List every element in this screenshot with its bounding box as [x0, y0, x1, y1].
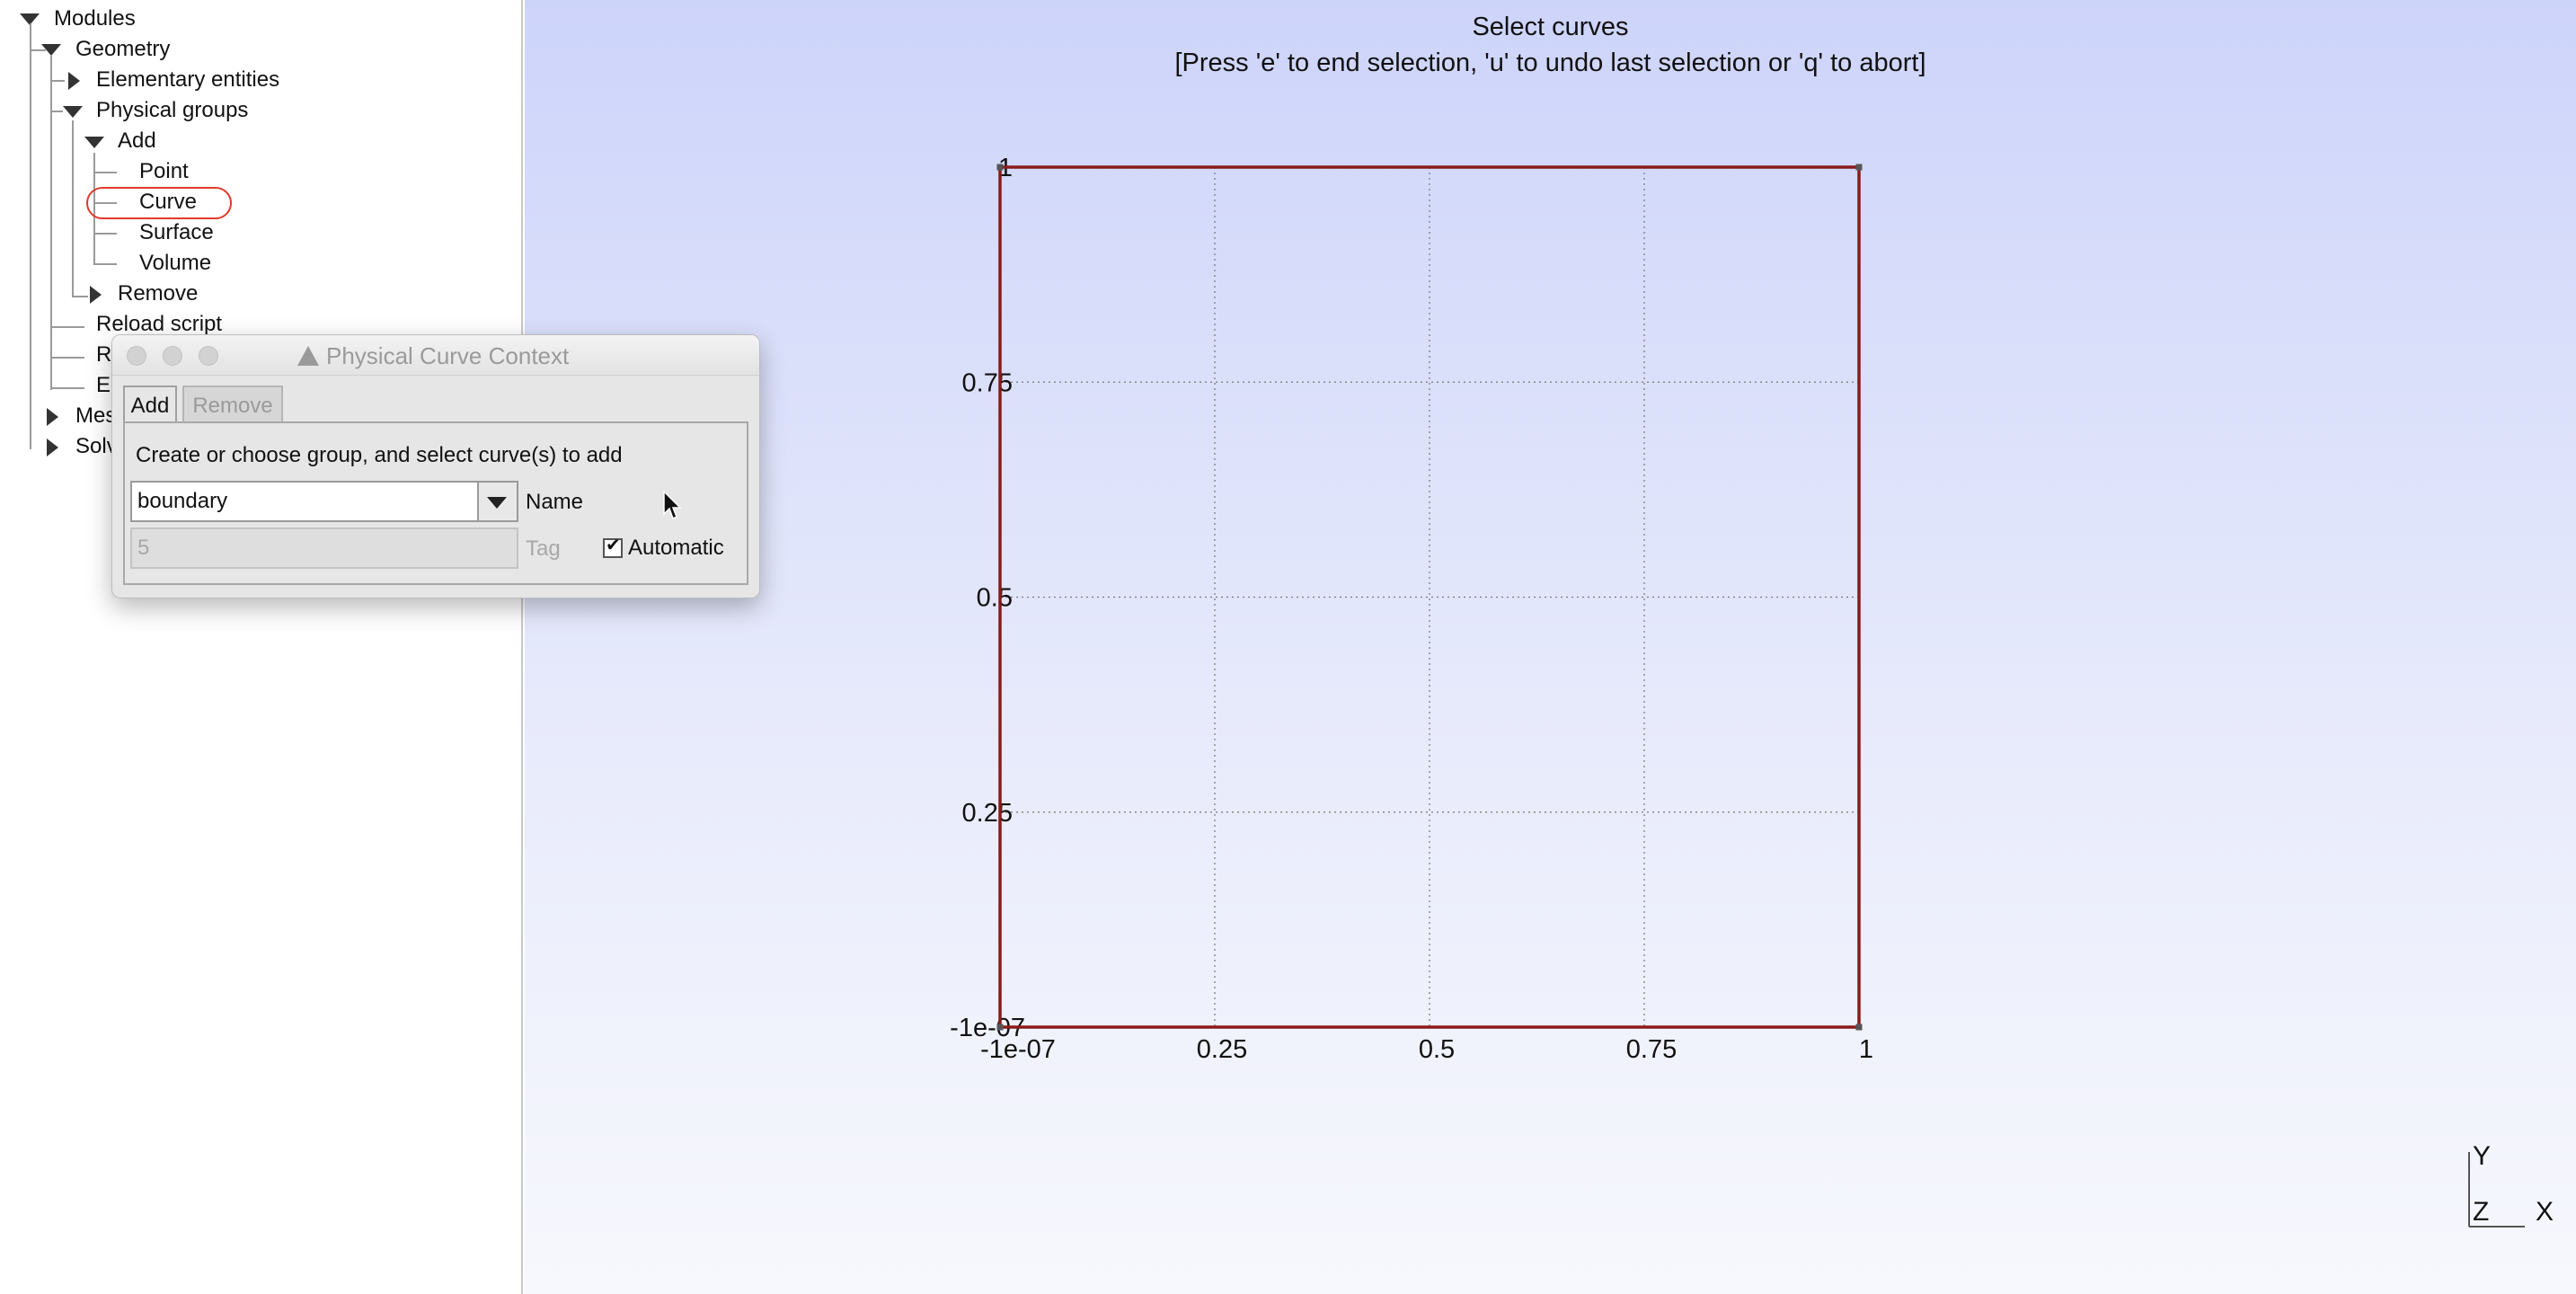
- tree-guide-line: [50, 80, 65, 82]
- tree-guide-line: [50, 357, 84, 359]
- dialog-titlebar[interactable]: Physical Curve Context: [112, 335, 759, 376]
- tree-item-hidden-e[interactable]: E: [96, 373, 111, 397]
- geometry-point: [1855, 1024, 1863, 1031]
- x-tick-label: 0.5: [1419, 1035, 1455, 1064]
- tree-item-point[interactable]: Point: [139, 159, 189, 183]
- x-tick-label: 0.25: [1197, 1035, 1247, 1064]
- tree-item-hidden-r[interactable]: R: [96, 342, 112, 367]
- selection-title: Select curves: [1472, 13, 1629, 41]
- y-tick-label: 0.5: [977, 584, 1013, 613]
- expand-elementary-entities-icon[interactable]: [68, 72, 80, 90]
- chevron-down-icon: [487, 497, 507, 509]
- zoom-window-button[interactable]: [199, 346, 218, 366]
- expand-solver-icon[interactable]: [47, 439, 58, 456]
- tree-guide-line: [50, 111, 63, 112]
- selection-instructions: [Press 'e' to end selection, 'u' to undo…: [1174, 49, 1926, 77]
- tree-guide-line: [93, 233, 117, 235]
- y-tick-label: 0.75: [962, 368, 1013, 397]
- tab-remove[interactable]: Remove: [182, 386, 283, 423]
- tab-add[interactable]: Add: [123, 386, 177, 423]
- tree-item-solver[interactable]: Solv: [75, 434, 118, 458]
- x-tick-label: 0.75: [1626, 1035, 1677, 1064]
- plot-svg[interactable]: -1e-070.250.50.75110.750.50.25-1e-07: [525, 0, 2576, 1294]
- dialog-title: Physical Curve Context: [326, 342, 570, 369]
- close-window-button[interactable]: [127, 346, 146, 366]
- tree-item-geometry[interactable]: Geometry: [75, 37, 171, 61]
- tree-guide-line: [72, 296, 88, 297]
- tree-item-remove[interactable]: Remove: [118, 281, 199, 306]
- tree-item-modules[interactable]: Modules: [54, 6, 136, 31]
- dropdown-button[interactable]: [477, 483, 517, 520]
- tree-item-volume[interactable]: Volume: [139, 251, 212, 275]
- tree-item-reload-script[interactable]: Reload script: [96, 312, 223, 336]
- axes-gizmo: [2468, 1152, 2525, 1228]
- physical-curve-context-dialog[interactable]: Physical Curve Context Add Remove Create…: [111, 334, 760, 598]
- tree-guide-line: [30, 49, 46, 51]
- gizmo-z-label: Z: [2473, 1197, 2490, 1227]
- name-label: Name: [526, 490, 584, 514]
- tree-guide-line: [93, 202, 117, 204]
- tree-guide-line: [50, 326, 84, 328]
- group-name-combobox[interactable]: boundary: [130, 481, 518, 522]
- expand-remove-icon[interactable]: [90, 286, 102, 304]
- tree-item-surface[interactable]: Surface: [139, 220, 214, 244]
- tree-guide-line: [93, 172, 117, 173]
- expand-add-icon[interactable]: [84, 137, 104, 148]
- instruction-text: Create or choose group, and select curve…: [136, 443, 623, 467]
- group-name-value[interactable]: boundary: [137, 489, 228, 513]
- checkmark-icon: ✔: [606, 536, 621, 555]
- tree-guide-line: [72, 120, 74, 297]
- tree-item-mesh[interactable]: Mes: [75, 403, 117, 428]
- tree-guide-line: [93, 263, 117, 265]
- x-tick-label: 1: [1859, 1035, 1873, 1064]
- module-tree: Modules Geometry Elementary entities Phy…: [0, 0, 523, 1294]
- tree-item-elementary-entities[interactable]: Elementary entities: [96, 67, 280, 92]
- tree-item-curve[interactable]: Curve: [139, 190, 198, 214]
- expand-physical-groups-icon[interactable]: [63, 106, 83, 118]
- geometry-point: [996, 1024, 1004, 1031]
- tag-input[interactable]: 5: [130, 527, 518, 569]
- gizmo-y-label: Y: [2473, 1141, 2492, 1171]
- tree-item-physical-groups[interactable]: Physical groups: [96, 98, 249, 122]
- expand-mesh-icon[interactable]: [47, 408, 58, 426]
- minimize-window-button[interactable]: [163, 346, 182, 366]
- automatic-label: Automatic: [628, 536, 724, 560]
- mouse-pointer-icon: [663, 491, 682, 520]
- tag-label: Tag: [526, 536, 561, 561]
- app-icon: [297, 346, 319, 366]
- x-tick-label: -1e-07: [980, 1035, 1056, 1064]
- gizmo-x-label: X: [2536, 1197, 2554, 1227]
- y-tick-label: 0.25: [962, 799, 1013, 828]
- geometry-point: [996, 164, 1004, 171]
- expand-geometry-icon[interactable]: [41, 44, 61, 56]
- selected-item-highlight: [86, 187, 232, 219]
- tree-guide-line: [50, 56, 52, 390]
- tag-value: 5: [137, 536, 150, 560]
- automatic-checkbox[interactable]: ✔: [603, 536, 623, 558]
- tree-guide-line: [50, 387, 84, 389]
- tree-guide-line: [30, 23, 31, 449]
- tree-item-add[interactable]: Add: [118, 129, 156, 153]
- expand-modules-icon[interactable]: [20, 13, 40, 25]
- graphics-window[interactable]: Select curves [Press 'e' to end selectio…: [525, 0, 2576, 1294]
- geometry-point: [1855, 164, 1863, 171]
